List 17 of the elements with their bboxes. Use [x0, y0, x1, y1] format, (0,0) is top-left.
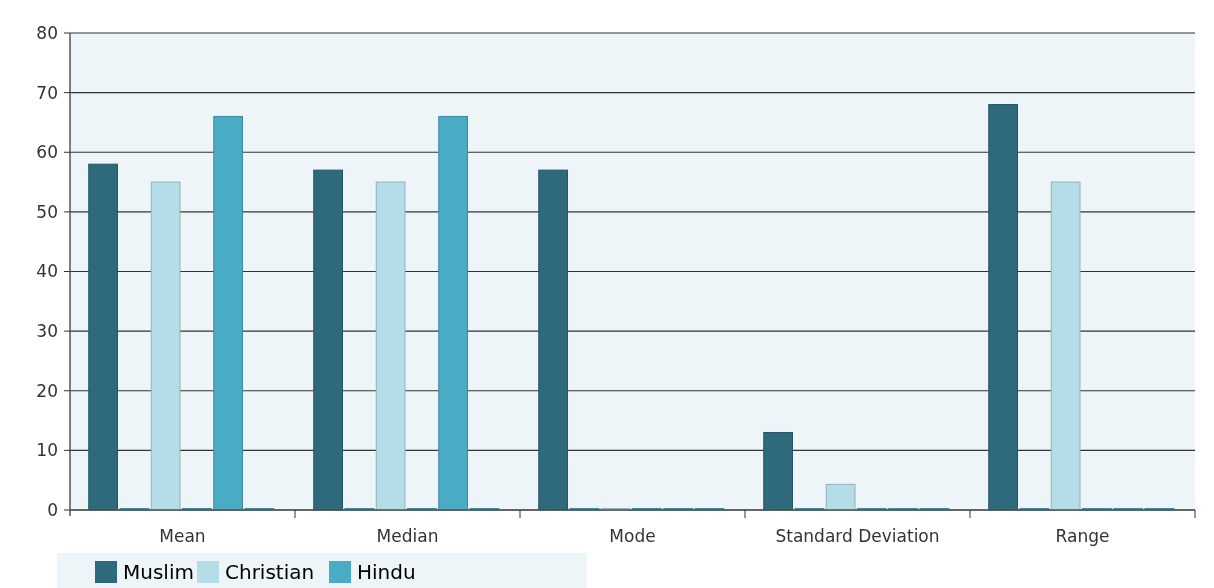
legend-label: Hindu	[357, 560, 416, 584]
x-tick-label: Median	[376, 526, 439, 546]
x-tick-label: Mean	[159, 526, 206, 546]
y-tick-label: 60	[36, 142, 58, 163]
y-tick-label: 20	[36, 380, 58, 401]
x-tick-label: Mode	[609, 526, 656, 546]
legend-label: Christian	[225, 560, 315, 584]
x-tick-label: Standard Deviation	[775, 526, 940, 546]
legend-label: Muslim	[123, 560, 194, 584]
y-tick-label: 10	[36, 440, 58, 461]
y-tick-label: 50	[36, 201, 58, 222]
y-tick-label: 70	[36, 82, 58, 103]
y-tick-label: 0	[47, 499, 58, 520]
y-tick-label: 80	[36, 22, 58, 43]
x-tick-label: Range	[1055, 526, 1110, 546]
y-tick-label: 30	[36, 321, 58, 342]
y-tick-label: 40	[36, 261, 58, 282]
